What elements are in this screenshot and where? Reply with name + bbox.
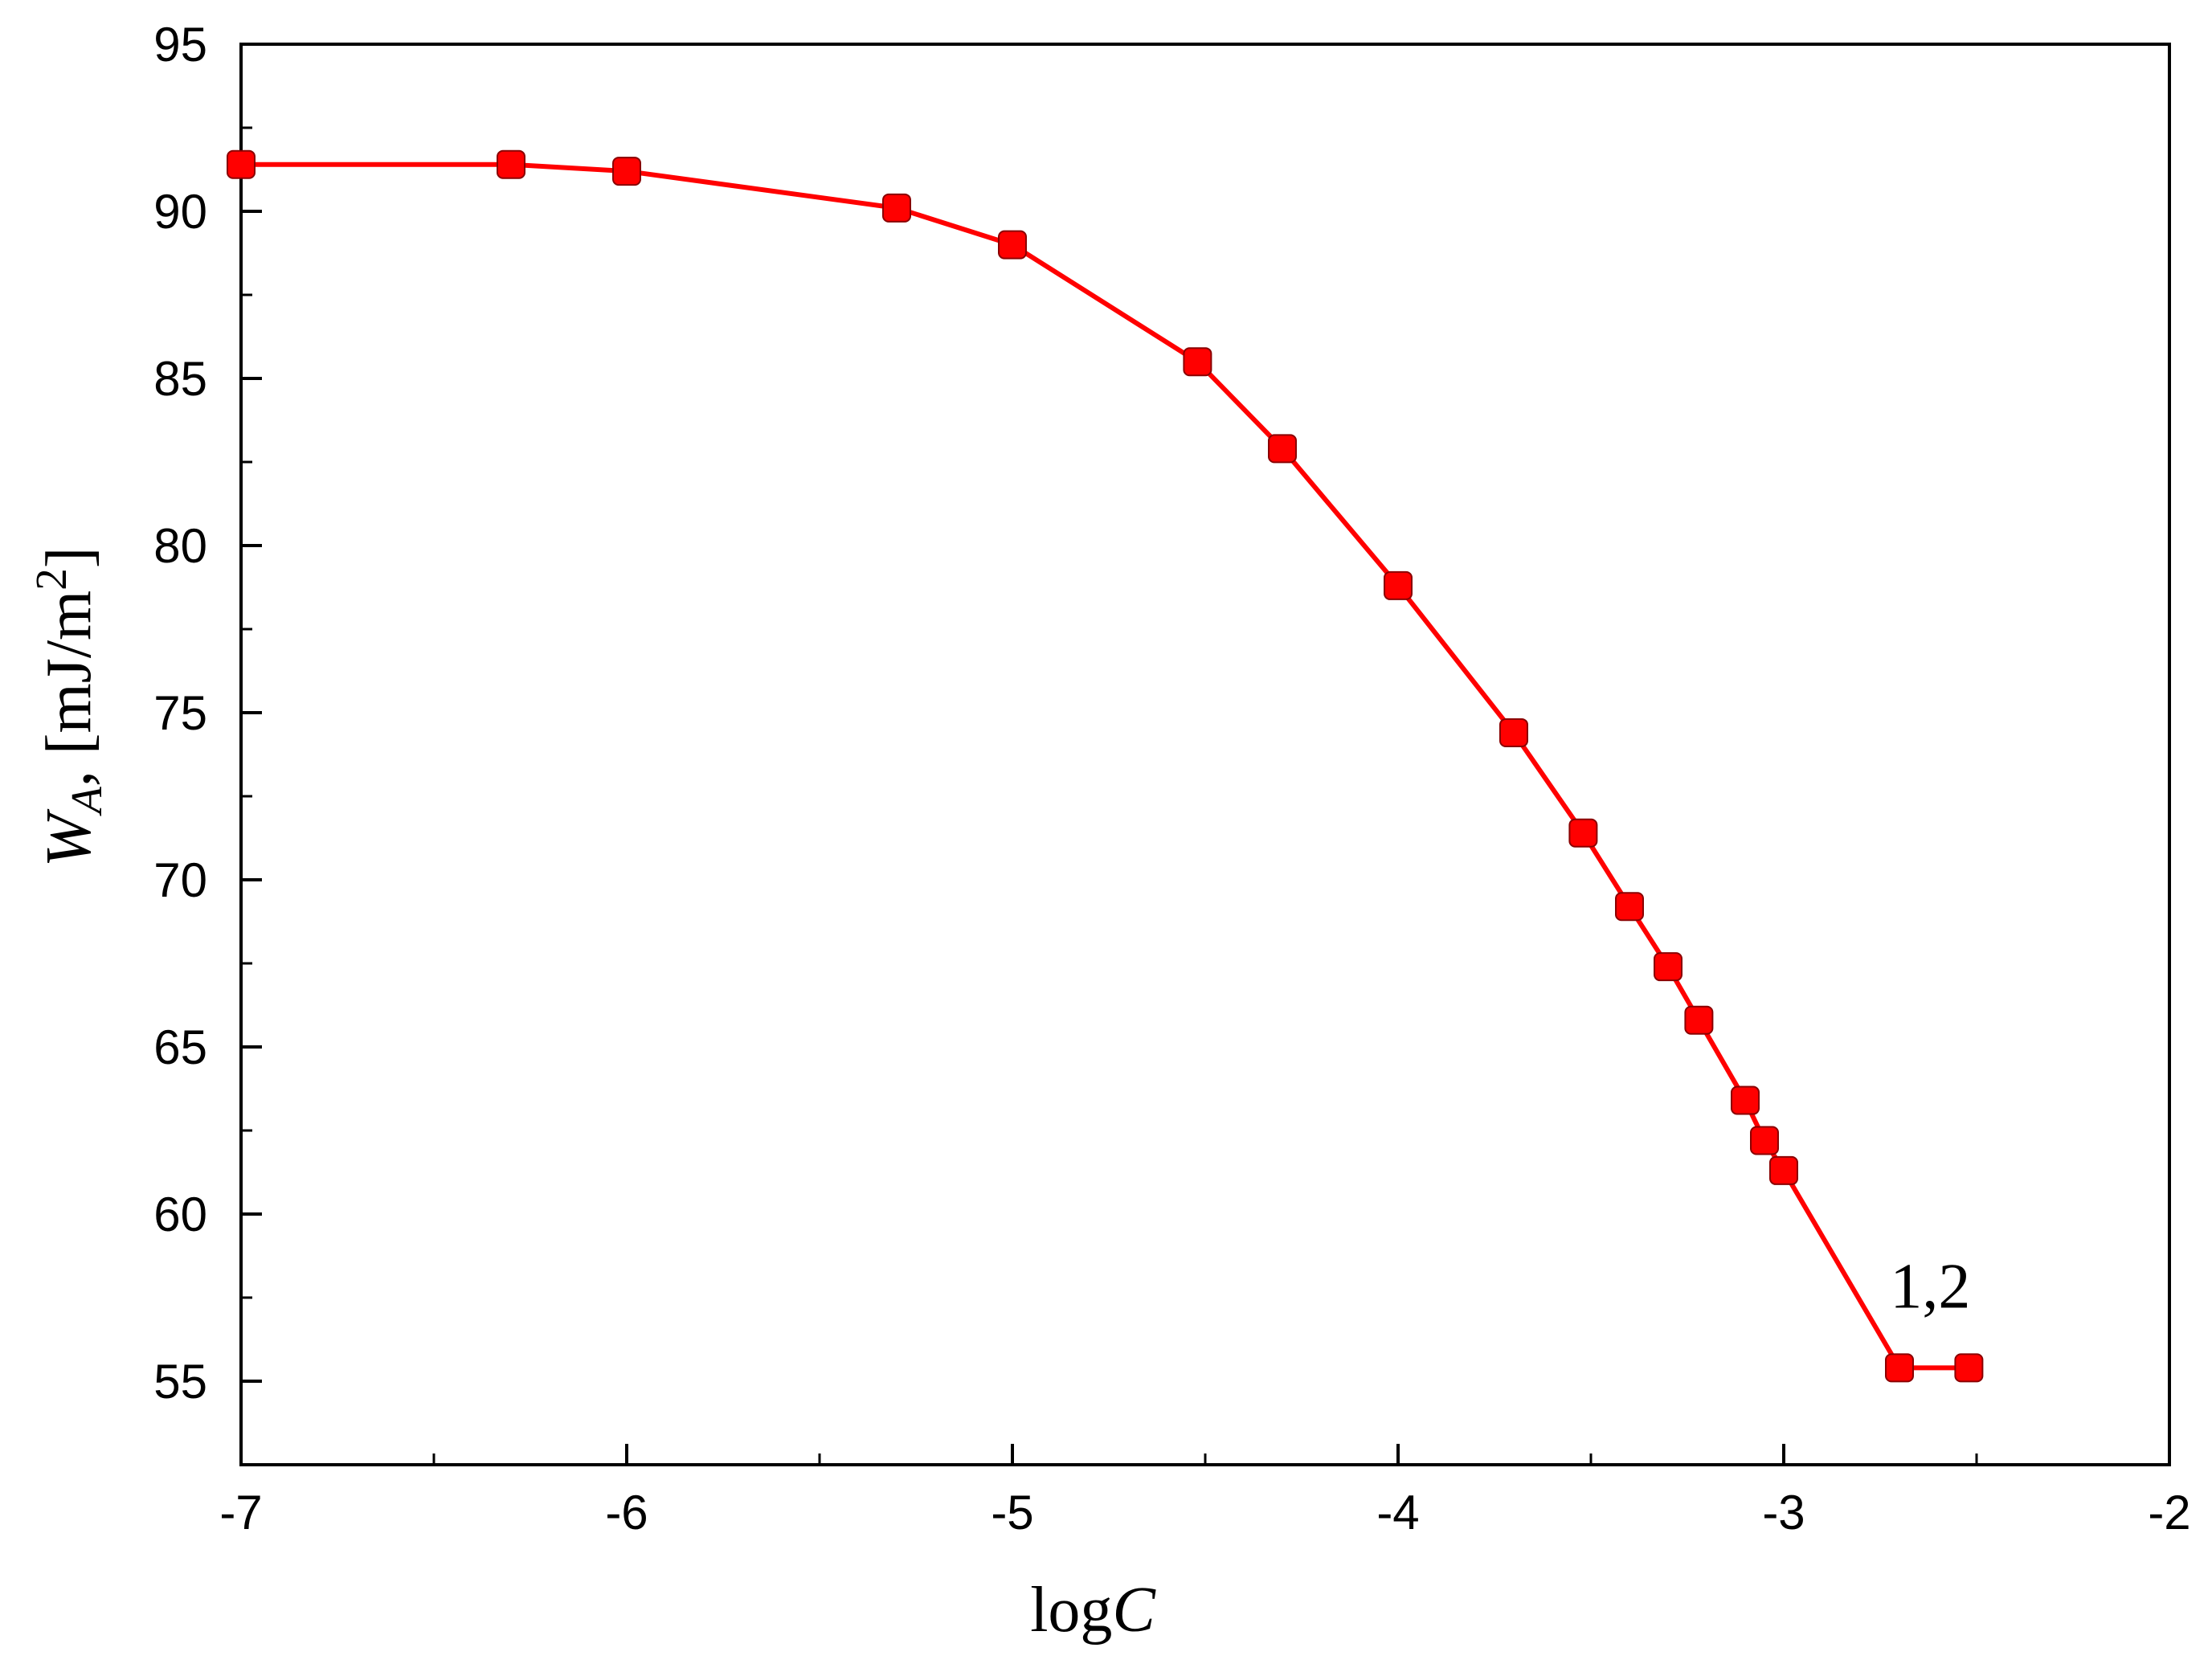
data-point bbox=[1885, 1353, 1914, 1383]
data-point bbox=[1684, 1005, 1714, 1035]
data-point bbox=[1731, 1085, 1760, 1115]
data-point bbox=[1568, 818, 1598, 848]
annotations: 1,2 bbox=[1890, 1251, 1970, 1322]
plot-frame bbox=[239, 43, 2171, 1466]
data-point bbox=[1654, 952, 1683, 982]
axis-ticks bbox=[239, 43, 2171, 1465]
data-point bbox=[1615, 892, 1644, 922]
x-tick-label: -6 bbox=[605, 1486, 648, 1539]
series-annotation: 1,2 bbox=[1890, 1251, 1970, 1322]
series-line bbox=[241, 161, 1969, 1371]
data-point bbox=[882, 193, 911, 223]
y-tick-label: 70 bbox=[153, 853, 207, 907]
data-point bbox=[612, 157, 641, 186]
y-tick-label: 85 bbox=[153, 352, 207, 406]
y-tick-label: 55 bbox=[153, 1355, 207, 1408]
y-axis-title: WA, [mJ/m2] bbox=[27, 547, 111, 868]
y-tick-label: 75 bbox=[153, 686, 207, 740]
y-tick-labels: 55 60 65 70 75 80 85 90 95 bbox=[153, 18, 207, 1408]
y-tick-label: 95 bbox=[153, 18, 207, 72]
data-point bbox=[1268, 434, 1297, 464]
y-tick-label: 80 bbox=[153, 519, 207, 573]
data-point bbox=[227, 149, 256, 179]
x-tick-label: -3 bbox=[1762, 1486, 1805, 1539]
x-tick-labels: -7 -6 -5 -4 -3 -2 bbox=[219, 1486, 2190, 1539]
y-tick-label: 65 bbox=[153, 1020, 207, 1074]
data-point bbox=[1954, 1353, 1984, 1383]
y-tick-label: 90 bbox=[153, 185, 207, 239]
x-tick-label: -5 bbox=[991, 1486, 1033, 1539]
x-tick-label: -4 bbox=[1376, 1486, 1419, 1539]
series-group bbox=[227, 149, 1984, 1383]
y-tick-label: 60 bbox=[153, 1188, 207, 1241]
data-point bbox=[1384, 570, 1413, 600]
x-axis-title: logC bbox=[1030, 1575, 1156, 1646]
data-point bbox=[1183, 347, 1212, 377]
x-tick-label: -2 bbox=[2148, 1486, 2190, 1539]
x-tick-label: -7 bbox=[219, 1486, 262, 1539]
data-point bbox=[497, 149, 525, 179]
data-point bbox=[1769, 1155, 1798, 1185]
data-point bbox=[1750, 1126, 1779, 1155]
data-point bbox=[998, 230, 1027, 260]
data-point bbox=[1499, 718, 1528, 747]
